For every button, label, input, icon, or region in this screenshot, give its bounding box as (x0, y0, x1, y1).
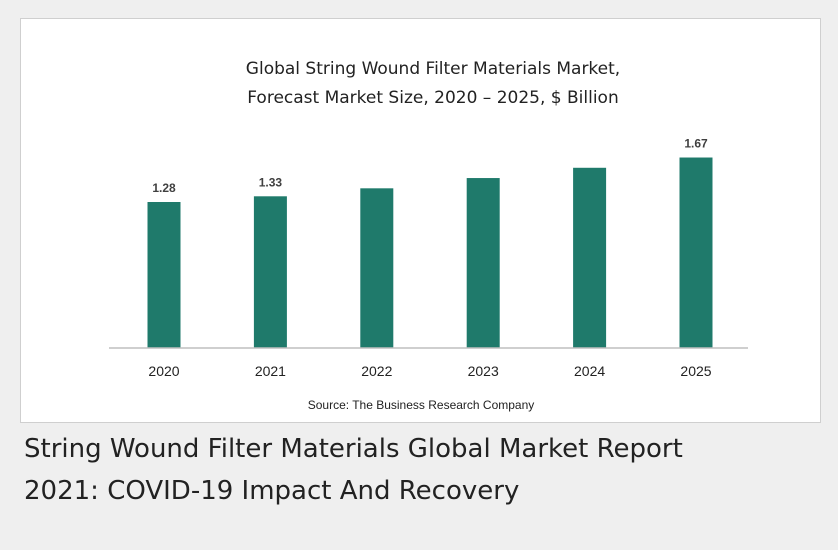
bar-chart: Global String Wound Filter Materials Mar… (109, 59, 748, 412)
bar-2020 (147, 202, 181, 348)
chart-title-line-2: Forecast Market Size, 2020 – 2025, $ Bil… (247, 88, 618, 108)
data-label-2025: 1.67 (684, 137, 708, 151)
bar-2025 (679, 157, 713, 348)
x-tick-label-2021: 2021 (255, 363, 286, 379)
article-title[interactable]: String Wound Filter Materials Global Mar… (24, 428, 814, 512)
article-title-line-2: 2021: COVID-19 Impact And Recovery (24, 476, 520, 506)
chart-title-line-1: Global String Wound Filter Materials Mar… (246, 59, 620, 79)
x-tick-label-2020: 2020 (148, 363, 179, 379)
bar-2024 (573, 167, 607, 348)
x-tick-label-2022: 2022 (361, 363, 392, 379)
bar-2021 (253, 196, 287, 348)
data-label-2021: 1.33 (259, 175, 283, 189)
article-title-line-1: String Wound Filter Materials Global Mar… (24, 434, 683, 464)
x-tick-label-2023: 2023 (468, 363, 499, 379)
data-label-2020: 1.28 (152, 181, 176, 195)
bars-group: 1.28 2020 1.33 2021 2022 2023 2024 1.67 2025 (147, 137, 713, 379)
chart-frame: Global String Wound Filter Materials Mar… (20, 18, 821, 423)
x-tick-label-2024: 2024 (574, 363, 605, 379)
x-tick-label-2025: 2025 (680, 363, 711, 379)
bar-2023 (466, 178, 500, 348)
bar-2022 (360, 188, 394, 348)
chart-source: Source: The Business Research Company (308, 398, 535, 412)
